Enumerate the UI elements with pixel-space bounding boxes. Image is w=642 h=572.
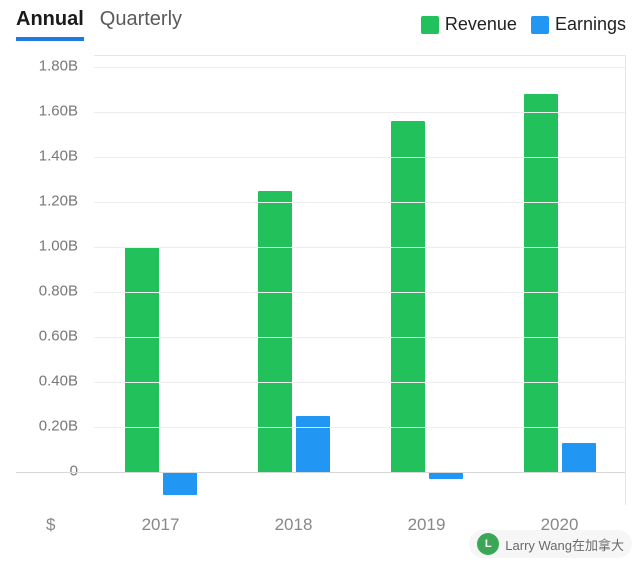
watermark-avatar: L	[477, 533, 499, 555]
legend-label-revenue: Revenue	[445, 14, 517, 35]
y-gridline	[94, 292, 625, 293]
zero-baseline	[16, 472, 625, 473]
y-tick-label: 0.40B	[39, 373, 78, 390]
bar-revenue[interactable]	[524, 94, 558, 472]
bar-revenue[interactable]	[258, 191, 292, 472]
y-gridline	[94, 157, 625, 158]
watermark-text: Larry Wang在加拿大	[505, 535, 624, 554]
y-gridline	[94, 427, 625, 428]
bar-revenue[interactable]	[391, 121, 425, 472]
tab-annual[interactable]: Annual	[16, 8, 84, 41]
bar-earnings[interactable]	[429, 472, 463, 479]
y-tick-label: 1.60B	[39, 103, 78, 120]
bar-group	[94, 56, 227, 505]
chart-header: Annual Quarterly Revenue Earnings	[0, 0, 642, 41]
y-tick-label: 0.80B	[39, 283, 78, 300]
bar-group	[360, 56, 493, 505]
period-tabs: Annual Quarterly	[16, 8, 182, 41]
bar-earnings[interactable]	[296, 416, 330, 472]
currency-label: $	[46, 515, 55, 535]
legend-swatch-earnings	[531, 16, 549, 34]
y-tick-label: 1.00B	[39, 238, 78, 255]
bar-group	[493, 56, 626, 505]
y-gridline	[94, 112, 625, 113]
x-tick-label: 2017	[142, 515, 180, 535]
y-gridline	[94, 247, 625, 248]
y-axis: 0 0.20B 0.40B 0.60B 0.80B 1.00B 1.20B 1.40B 1.60…	[16, 55, 86, 505]
y-gridline	[94, 382, 625, 383]
tab-quarterly[interactable]: Quarterly	[100, 8, 182, 41]
bar-revenue[interactable]	[125, 247, 159, 472]
legend-item-earnings[interactable]: Earnings	[531, 14, 626, 35]
y-tick-label: 1.20B	[39, 193, 78, 210]
y-tick-label: 1.80B	[39, 58, 78, 75]
bars-layer	[94, 56, 625, 505]
y-tick-label: 0.20B	[39, 418, 78, 435]
legend-swatch-revenue	[421, 16, 439, 34]
y-tick-label: 1.40B	[39, 148, 78, 165]
chart-legend: Revenue Earnings	[421, 14, 626, 35]
legend-label-earnings: Earnings	[555, 14, 626, 35]
legend-item-revenue[interactable]: Revenue	[421, 14, 517, 35]
y-tick-label: 0	[70, 463, 78, 480]
y-gridline	[94, 202, 625, 203]
y-tick-label: 0.60B	[39, 328, 78, 345]
y-gridline	[94, 337, 625, 338]
chart-area: 0 0.20B 0.40B 0.60B 0.80B 1.00B 1.20B 1.40B 1.60…	[16, 55, 626, 545]
watermark: L Larry Wang在加拿大	[469, 530, 632, 558]
bar-earnings[interactable]	[163, 472, 197, 495]
plot-region	[94, 55, 626, 505]
y-gridline	[94, 67, 625, 68]
x-tick-label: 2019	[408, 515, 446, 535]
bar-group	[227, 56, 360, 505]
bar-earnings[interactable]	[562, 443, 596, 472]
x-tick-label: 2018	[275, 515, 313, 535]
